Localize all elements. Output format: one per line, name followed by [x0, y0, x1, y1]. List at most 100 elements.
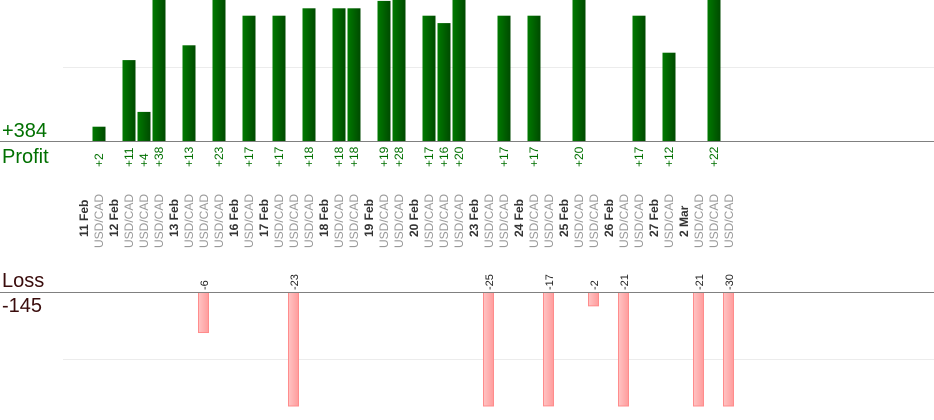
profit-bar[interactable]: [572, 0, 586, 142]
profit-value-label: +18: [347, 146, 361, 167]
symbol-label: USD/CAD: [302, 194, 316, 248]
loss-bar[interactable]: [693, 292, 704, 407]
profit-bar[interactable]: [332, 8, 346, 142]
date-label: 18 Feb: [317, 199, 331, 237]
profit-bar[interactable]: [662, 52, 676, 142]
symbol-label: USD/CAD: [437, 194, 451, 248]
loss-value-label: -17: [544, 274, 556, 290]
profit-bar[interactable]: [707, 0, 721, 142]
date-label: 25 Feb: [557, 199, 571, 237]
profit-value-label: +17: [527, 146, 541, 167]
date-label: 20 Feb: [407, 199, 421, 237]
symbol-label: USD/CAD: [662, 194, 676, 248]
profit-value-label: +13: [182, 146, 196, 167]
loss-value-label: -21: [694, 274, 706, 290]
symbol-label: USD/CAD: [137, 194, 151, 248]
profit-bar[interactable]: [122, 60, 136, 142]
profit-bar[interactable]: [497, 15, 511, 142]
profit-value-label: +17: [272, 146, 286, 167]
date-label: 2 Mar: [677, 205, 691, 237]
symbol-label: USD/CAD: [587, 194, 601, 248]
profit-value-label: +22: [707, 146, 721, 167]
symbol-label: USD/CAD: [287, 194, 301, 248]
date-label: 23 Feb: [467, 199, 481, 237]
profit-bar[interactable]: [437, 23, 451, 142]
symbol-label: USD/CAD: [197, 194, 211, 248]
symbol-label: USD/CAD: [497, 194, 511, 248]
symbol-label: USD/CAD: [182, 194, 196, 248]
symbol-label: USD/CAD: [152, 194, 166, 248]
profit-bar[interactable]: [272, 15, 286, 142]
loss-bar[interactable]: [588, 292, 599, 307]
profit-bar[interactable]: [302, 8, 316, 142]
symbol-label: USD/CAD: [632, 194, 646, 248]
symbol-label: USD/CAD: [452, 194, 466, 248]
profit-bar[interactable]: [452, 0, 466, 142]
date-label: 19 Feb: [362, 199, 376, 237]
profit-value-label: +19: [377, 146, 391, 167]
loss-value-label: -23: [289, 274, 301, 290]
date-label: 16 Feb: [227, 199, 241, 237]
profit-bar[interactable]: [92, 126, 106, 142]
symbol-label: USD/CAD: [272, 194, 286, 248]
profit-bar[interactable]: [137, 111, 151, 142]
symbol-label: USD/CAD: [92, 194, 106, 248]
loss-bar[interactable]: [288, 292, 299, 407]
symbol-label: USD/CAD: [347, 194, 361, 248]
symbol-label: USD/CAD: [572, 194, 586, 248]
profit-bar[interactable]: [377, 0, 391, 142]
profit-bar[interactable]: [347, 8, 361, 142]
loss-bar[interactable]: [723, 292, 734, 407]
profit-value-label: +18: [302, 146, 316, 167]
date-label: 13 Feb: [167, 199, 181, 237]
date-label: 24 Feb: [512, 199, 526, 237]
loss-bar[interactable]: [618, 292, 629, 407]
date-label: 11 Feb: [77, 200, 91, 237]
symbol-label: USD/CAD: [527, 194, 541, 248]
profit-bar[interactable]: [392, 0, 406, 142]
symbol-label: USD/CAD: [392, 194, 406, 248]
profit-value-label: +20: [572, 146, 586, 167]
loss-bar[interactable]: [483, 292, 494, 407]
profit-value-label: +17: [632, 146, 646, 167]
loss-value-label: -30: [724, 274, 736, 290]
loss-value-label: -6: [199, 280, 211, 290]
profit-value-label: +23: [212, 146, 226, 167]
profit-value-label: +17: [497, 146, 511, 167]
loss-bar[interactable]: [198, 292, 209, 334]
date-label: 12 Feb: [107, 199, 121, 237]
date-label: 26 Feb: [602, 199, 616, 237]
symbol-label: USD/CAD: [212, 194, 226, 248]
profit-bar[interactable]: [152, 0, 166, 142]
profit-value-label: +2: [92, 153, 106, 167]
symbol-label: USD/CAD: [482, 194, 496, 248]
profit-value-label: +16: [437, 146, 451, 167]
loss-value-label: -2: [589, 280, 601, 290]
symbol-label: USD/CAD: [692, 194, 706, 248]
symbol-label: USD/CAD: [617, 194, 631, 248]
profit-bar[interactable]: [527, 15, 541, 142]
symbol-label: USD/CAD: [122, 194, 136, 248]
profit-value-label: +4: [137, 153, 151, 167]
loss-label: Loss: [2, 270, 44, 292]
profit-value-label: +18: [332, 146, 346, 167]
profit-bar[interactable]: [242, 15, 256, 142]
symbol-label: USD/CAD: [242, 194, 256, 248]
date-label: 27 Feb: [647, 199, 661, 237]
loss-value-label: -25: [484, 274, 496, 290]
loss-total: -145: [2, 295, 42, 317]
profit-value-label: +38: [152, 146, 166, 167]
profit-value-label: +17: [422, 146, 436, 167]
profit-bar[interactable]: [422, 15, 436, 142]
symbol-label: USD/CAD: [722, 194, 736, 248]
profit-bar[interactable]: [212, 0, 226, 142]
loss-bar[interactable]: [543, 292, 554, 407]
profit-bar[interactable]: [632, 15, 646, 142]
symbol-label: USD/CAD: [332, 194, 346, 248]
symbol-label: USD/CAD: [422, 194, 436, 248]
profit-value-label: +12: [662, 146, 676, 167]
profit-value-label: +28: [392, 146, 406, 167]
profit-total: +384: [2, 120, 47, 142]
profit-bar[interactable]: [182, 45, 196, 142]
